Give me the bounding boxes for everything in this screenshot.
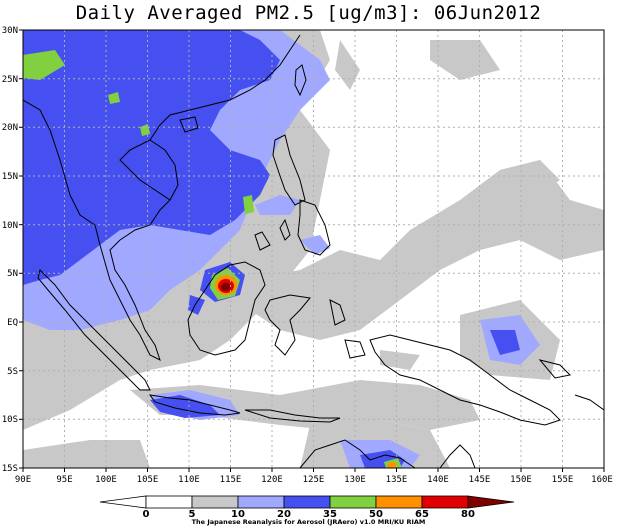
colorbar-segment-under bbox=[99, 495, 147, 509]
y-tick-label: 30N bbox=[2, 26, 18, 36]
y-tick-label: 5S bbox=[7, 367, 18, 377]
x-tick-label: 120E bbox=[261, 475, 283, 485]
y-tick-label: 10N bbox=[2, 221, 18, 231]
y-tick-label: 5N bbox=[7, 269, 18, 279]
colorbar-label: 35 bbox=[323, 509, 337, 520]
x-tick-label: 145E bbox=[469, 475, 491, 485]
y-tick-label: 15N bbox=[2, 172, 18, 182]
x-tick-label: 115E bbox=[220, 475, 242, 485]
x-tick-label: 110E bbox=[178, 475, 200, 485]
colorbar-labels: 0 5 10 20 35 50 65 80 bbox=[143, 509, 475, 520]
colorbar-segment bbox=[329, 495, 377, 509]
colorbar-label: 80 bbox=[461, 509, 475, 520]
colorbar-segment bbox=[237, 495, 285, 509]
hotspot bbox=[215, 275, 397, 468]
x-tick-label: 105E bbox=[137, 475, 159, 485]
colorbar-segment bbox=[421, 495, 469, 509]
map-title: Daily Averaged PM2.5 [ug/m3]: 06Jun2012 bbox=[75, 2, 542, 24]
x-tick-label: 90E bbox=[15, 475, 31, 485]
x-tick-label: 130E bbox=[344, 475, 366, 485]
colorbar bbox=[99, 495, 515, 509]
colorbar-label: 0 bbox=[143, 509, 150, 520]
colorbar-label: 65 bbox=[415, 509, 429, 520]
concentration-fields bbox=[23, 30, 604, 468]
x-tick-label: 140E bbox=[427, 475, 449, 485]
tick-marks bbox=[19, 29, 605, 472]
x-tick-label: 135E bbox=[386, 475, 408, 485]
x-tick-label: 160E bbox=[591, 475, 613, 485]
x-tick-label: 125E bbox=[303, 475, 325, 485]
y-tick-labels: 30N 25N 20N 15N 10N 5N EQ 5S 10S 15S bbox=[2, 26, 18, 474]
x-tick-label: 95E bbox=[56, 475, 72, 485]
credit-text: The Japanese Reanalysis for Aerosol (JRA… bbox=[191, 518, 426, 526]
colorbar-segment bbox=[191, 495, 239, 509]
colorbar-label: 50 bbox=[369, 509, 383, 520]
y-tick-label: 25N bbox=[2, 75, 18, 85]
colorbar-segment bbox=[375, 495, 423, 509]
colorbar-label: 5 bbox=[189, 509, 196, 520]
colorbar-label: 10 bbox=[231, 509, 245, 520]
x-tick-label: 155E bbox=[552, 475, 574, 485]
y-tick-label: 15S bbox=[2, 464, 18, 474]
x-tick-labels: 90E 95E 100E 105E 110E 115E 120E 125E 13… bbox=[15, 475, 613, 485]
colorbar-segment-over bbox=[467, 495, 515, 509]
colorbar-label: 20 bbox=[277, 509, 291, 520]
x-tick-label: 150E bbox=[510, 475, 532, 485]
y-tick-label: 20N bbox=[2, 123, 18, 133]
coastlines bbox=[23, 34, 604, 468]
colorbar-segment bbox=[283, 495, 331, 509]
grid-lines bbox=[23, 30, 604, 468]
colorbar-segment bbox=[145, 495, 193, 509]
x-tick-label: 100E bbox=[95, 475, 117, 485]
y-tick-label: 10S bbox=[2, 415, 18, 425]
y-tick-label: EQ bbox=[7, 318, 18, 328]
